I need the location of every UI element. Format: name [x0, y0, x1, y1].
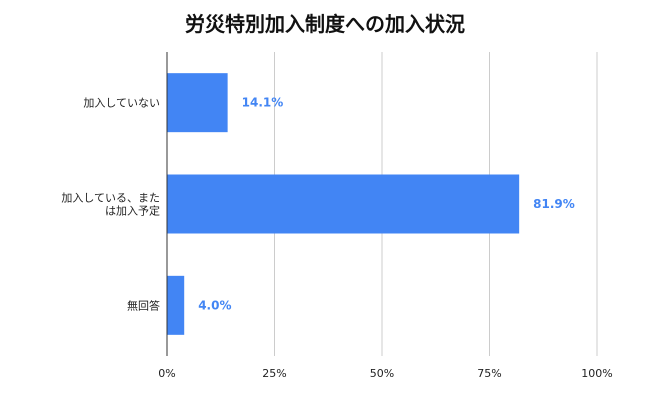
value-labels: 14.1% 81.9% 4.0%	[198, 96, 575, 313]
x-axis-tick-labels: 0% 25% 50% 75% 100%	[158, 367, 612, 380]
bar	[167, 174, 520, 234]
x-tick-label: 75%	[477, 367, 501, 380]
chart-title: 労災特別加入制度への加入状況	[185, 12, 465, 36]
bars	[167, 73, 520, 335]
x-tick-label: 0%	[158, 367, 175, 380]
category-label: 無回答	[127, 298, 160, 312]
data-label: 81.9%	[533, 197, 575, 211]
category-label: 加入している、また	[61, 192, 160, 205]
category-label: 加入していない	[83, 97, 160, 110]
category-label: は加入予定	[105, 204, 160, 218]
data-label: 4.0%	[198, 298, 231, 312]
x-tick-label: 50%	[370, 367, 394, 380]
x-tick-label: 25%	[262, 367, 286, 380]
data-label: 14.1%	[242, 96, 284, 110]
x-tick-label: 100%	[581, 367, 612, 380]
bar	[167, 73, 228, 133]
bar	[167, 275, 185, 335]
